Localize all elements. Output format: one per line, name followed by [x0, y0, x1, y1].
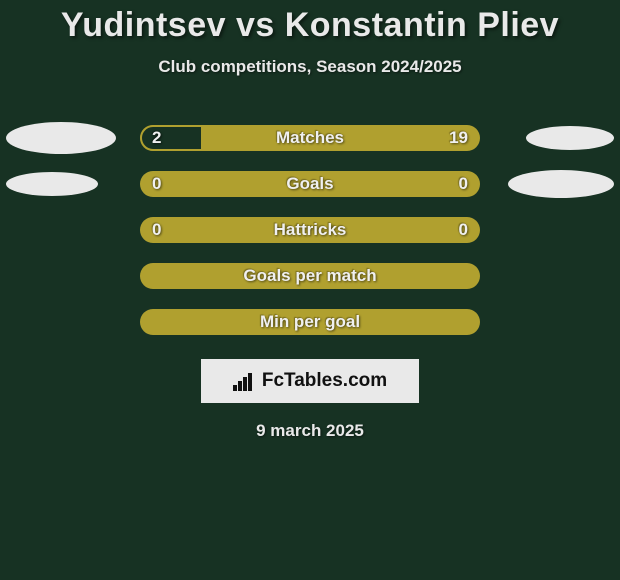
stat-label: Goals per match: [140, 263, 480, 289]
stat-label: Goals: [140, 171, 480, 197]
stat-value-right: 0: [459, 171, 468, 197]
stat-bar: Matches2 19: [140, 125, 480, 151]
stat-value-right: 0: [459, 217, 468, 243]
stat-row: Hattricks0 0: [0, 207, 620, 253]
stat-rows: Matches219Goals00Hattricks00Goals per ma…: [0, 115, 620, 345]
stat-value-left: 0: [152, 171, 161, 197]
stat-bar: Goals0 0: [140, 171, 480, 197]
player-left-oval: [6, 122, 116, 154]
bar-chart-icon: [233, 371, 255, 391]
stat-value-left: 0: [152, 217, 161, 243]
page-title: Yudintsev vs Konstantin Pliev: [0, 0, 620, 45]
logo-box: FcTables.com: [201, 359, 419, 403]
stat-value-right: 19: [449, 125, 468, 151]
logo-text: FcTables.com: [262, 370, 387, 392]
player-left-oval: [6, 172, 98, 196]
stat-bar: Min per goal: [140, 309, 480, 335]
stat-label: Matches: [140, 125, 480, 151]
date-text: 9 march 2025: [0, 421, 620, 441]
stat-row: Goals0 0: [0, 161, 620, 207]
stat-bar: Hattricks0 0: [140, 217, 480, 243]
subtitle: Club competitions, Season 2024/2025: [0, 57, 620, 77]
stat-bar: Goals per match: [140, 263, 480, 289]
comparison-infographic: Yudintsev vs Konstantin Pliev Club compe…: [0, 0, 620, 580]
player-right-oval: [508, 170, 614, 198]
stat-label: Hattricks: [140, 217, 480, 243]
stat-row: Goals per match: [0, 253, 620, 299]
stat-label: Min per goal: [140, 309, 480, 335]
stat-row: Matches2 19: [0, 115, 620, 161]
stat-row: Min per goal: [0, 299, 620, 345]
stat-value-left: 2: [152, 125, 161, 151]
player-right-oval: [526, 126, 614, 150]
